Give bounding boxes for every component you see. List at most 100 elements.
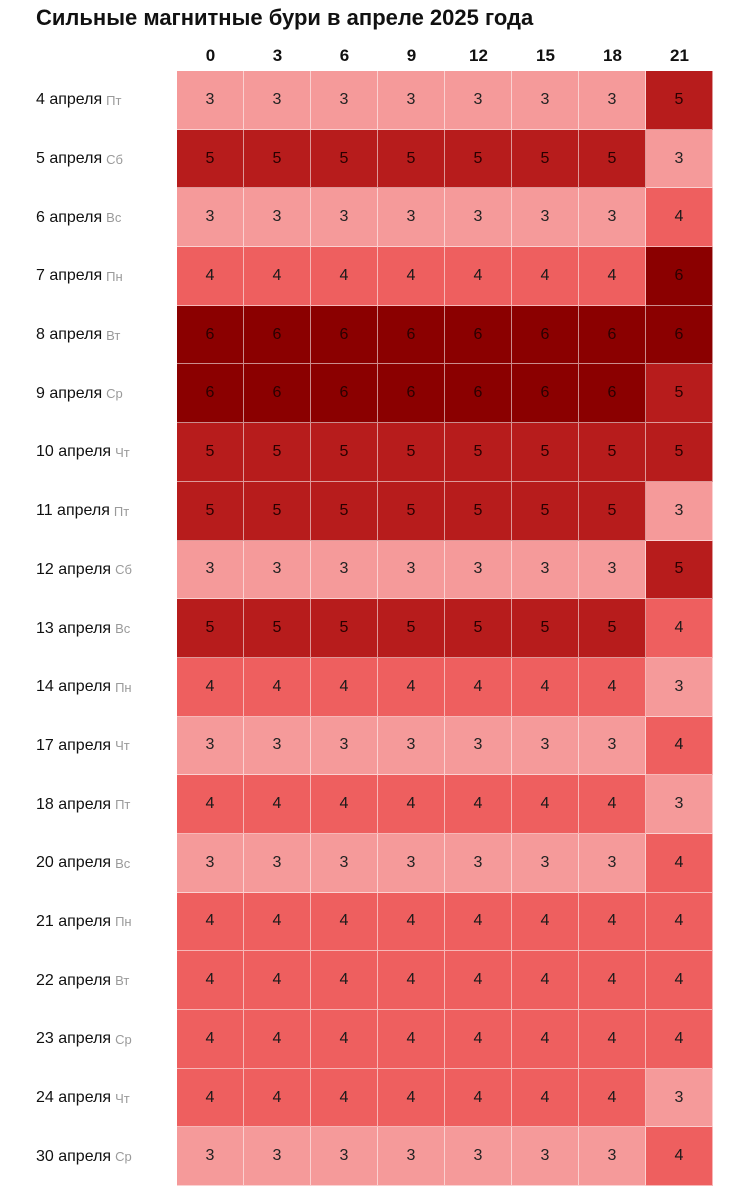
heatmap-cell: 5 <box>311 599 378 658</box>
row-date: 13 апреля <box>36 619 112 637</box>
heatmap-cell: 5 <box>445 481 512 541</box>
row-weekday: Пн <box>106 268 123 284</box>
heatmap-cell: 4 <box>579 892 646 952</box>
heatmap-cell: 5 <box>646 540 713 600</box>
row-label: 10 апреля Чт <box>36 423 176 482</box>
row-weekday: Пн <box>115 914 132 930</box>
heatmap-cell: 6 <box>244 364 311 424</box>
heatmap-cell: 3 <box>512 188 579 248</box>
heatmap-cell: 3 <box>445 188 512 248</box>
row-weekday: Сб <box>106 151 124 167</box>
row-label: 12 апреля Сб <box>36 541 176 600</box>
heatmap-cell: 5 <box>646 423 713 482</box>
column-header: 18 <box>603 46 622 65</box>
heatmap-cell: 4 <box>579 1068 646 1128</box>
heatmap-cell: 5 <box>177 423 244 482</box>
heatmap-cell: 3 <box>646 775 713 834</box>
row-date: 14 апреля <box>36 678 112 696</box>
heatmap-cell: 3 <box>244 1127 311 1187</box>
heatmap-cell: 4 <box>445 657 512 717</box>
heatmap-cell: 3 <box>512 71 579 130</box>
heatmap-cell: 4 <box>445 951 512 1010</box>
heatmap-cell: 4 <box>244 951 311 1010</box>
heatmap-cell: 5 <box>378 129 445 189</box>
row-label: 4 апреля Пт <box>36 71 176 130</box>
heatmap-cell: 5 <box>512 599 579 658</box>
heatmap-cell: 5 <box>445 599 512 658</box>
heatmap-cell: 4 <box>579 657 646 717</box>
heatmap-cell: 3 <box>445 1127 512 1187</box>
row-label: 11 апреля Пт <box>36 482 176 541</box>
heatmap-cell: 6 <box>579 305 646 365</box>
row-label: 30 апреля Ср <box>36 1127 176 1186</box>
heatmap-cell: 4 <box>512 247 579 306</box>
column-header: 21 <box>670 46 689 65</box>
row-weekday: Чт <box>115 1090 130 1106</box>
heatmap-cell: 4 <box>445 775 512 834</box>
heatmap-cell: 5 <box>378 481 445 541</box>
heatmap-cell: 4 <box>177 951 244 1010</box>
heatmap-cell: 4 <box>177 657 244 717</box>
heatmap-cell: 4 <box>378 657 445 717</box>
row-label: 9 апреля Ср <box>36 364 176 423</box>
heatmap-cell: 4 <box>244 247 311 306</box>
column-header: 9 <box>406 46 417 65</box>
row-date: 18 апреля <box>36 795 112 813</box>
column-header: 3 <box>272 46 283 65</box>
row-weekday: Чт <box>115 738 130 754</box>
heatmap-cell: 5 <box>177 481 244 541</box>
heatmap-cell: 3 <box>445 540 512 600</box>
column-header: 15 <box>536 46 555 65</box>
heatmap-cell: 4 <box>512 775 579 834</box>
heatmap-cell: 6 <box>512 305 579 365</box>
row-date: 6 апреля <box>36 208 103 226</box>
heatmap-cell: 4 <box>378 892 445 952</box>
heatmap-cell: 5 <box>244 599 311 658</box>
row-weekday: Пн <box>115 679 132 695</box>
heatmap-cell: 4 <box>646 951 713 1010</box>
row-weekday: Пт <box>113 503 130 519</box>
row-date: 30 апреля <box>36 1147 112 1165</box>
heatmap-cell: 4 <box>512 951 579 1010</box>
column-header: 0 <box>205 46 216 65</box>
heatmap-cell: 5 <box>646 71 713 130</box>
row-weekday: Вт <box>115 973 130 989</box>
heatmap-cell: 3 <box>579 71 646 130</box>
heatmap-cell: 3 <box>177 71 244 130</box>
row-weekday: Сб <box>115 562 132 578</box>
row-weekday: Чт <box>115 444 130 460</box>
heatmap-cell: 4 <box>646 599 713 658</box>
heatmap-cell: 3 <box>311 540 378 600</box>
heatmap-cell: 4 <box>445 892 512 952</box>
row-label: 7 апреля Пн <box>36 247 176 306</box>
heatmap-cell: 4 <box>579 247 646 306</box>
heatmap-cell: 3 <box>177 1127 244 1187</box>
heatmap-cell: 3 <box>445 71 512 130</box>
row-date: 17 апреля <box>36 736 112 754</box>
heatmap-cell: 3 <box>244 188 311 248</box>
heatmap-cell: 4 <box>311 1068 378 1128</box>
heatmap-cell: 5 <box>445 129 512 189</box>
heatmap-cell: 4 <box>177 1068 244 1128</box>
row-date: 20 апреля <box>36 854 112 872</box>
heatmap-cell: 5 <box>512 423 579 482</box>
row-date: 5 апреля <box>36 150 103 168</box>
heatmap-cell: 4 <box>177 892 244 952</box>
heatmap-cell: 4 <box>378 1068 445 1128</box>
heatmap-cell: 3 <box>646 1068 713 1128</box>
heatmap-cell: 5 <box>244 423 311 482</box>
row-label: 17 апреля Чт <box>36 717 176 776</box>
heatmap-cell: 6 <box>177 305 244 365</box>
row-label: 22 апреля Вт <box>36 951 176 1010</box>
heatmap-cell: 4 <box>445 1068 512 1128</box>
heatmap-cell: 4 <box>646 188 713 248</box>
heatmap-cell: 3 <box>378 1127 445 1187</box>
heatmap-cell: 4 <box>512 892 579 952</box>
heatmap-cell: 5 <box>311 423 378 482</box>
row-weekday: Пт <box>106 92 122 108</box>
heatmap-cell: 3 <box>244 71 311 130</box>
row-weekday: Ср <box>115 1149 132 1165</box>
heatmap-cell: 4 <box>244 892 311 952</box>
row-date: 4 апреля <box>36 91 103 109</box>
